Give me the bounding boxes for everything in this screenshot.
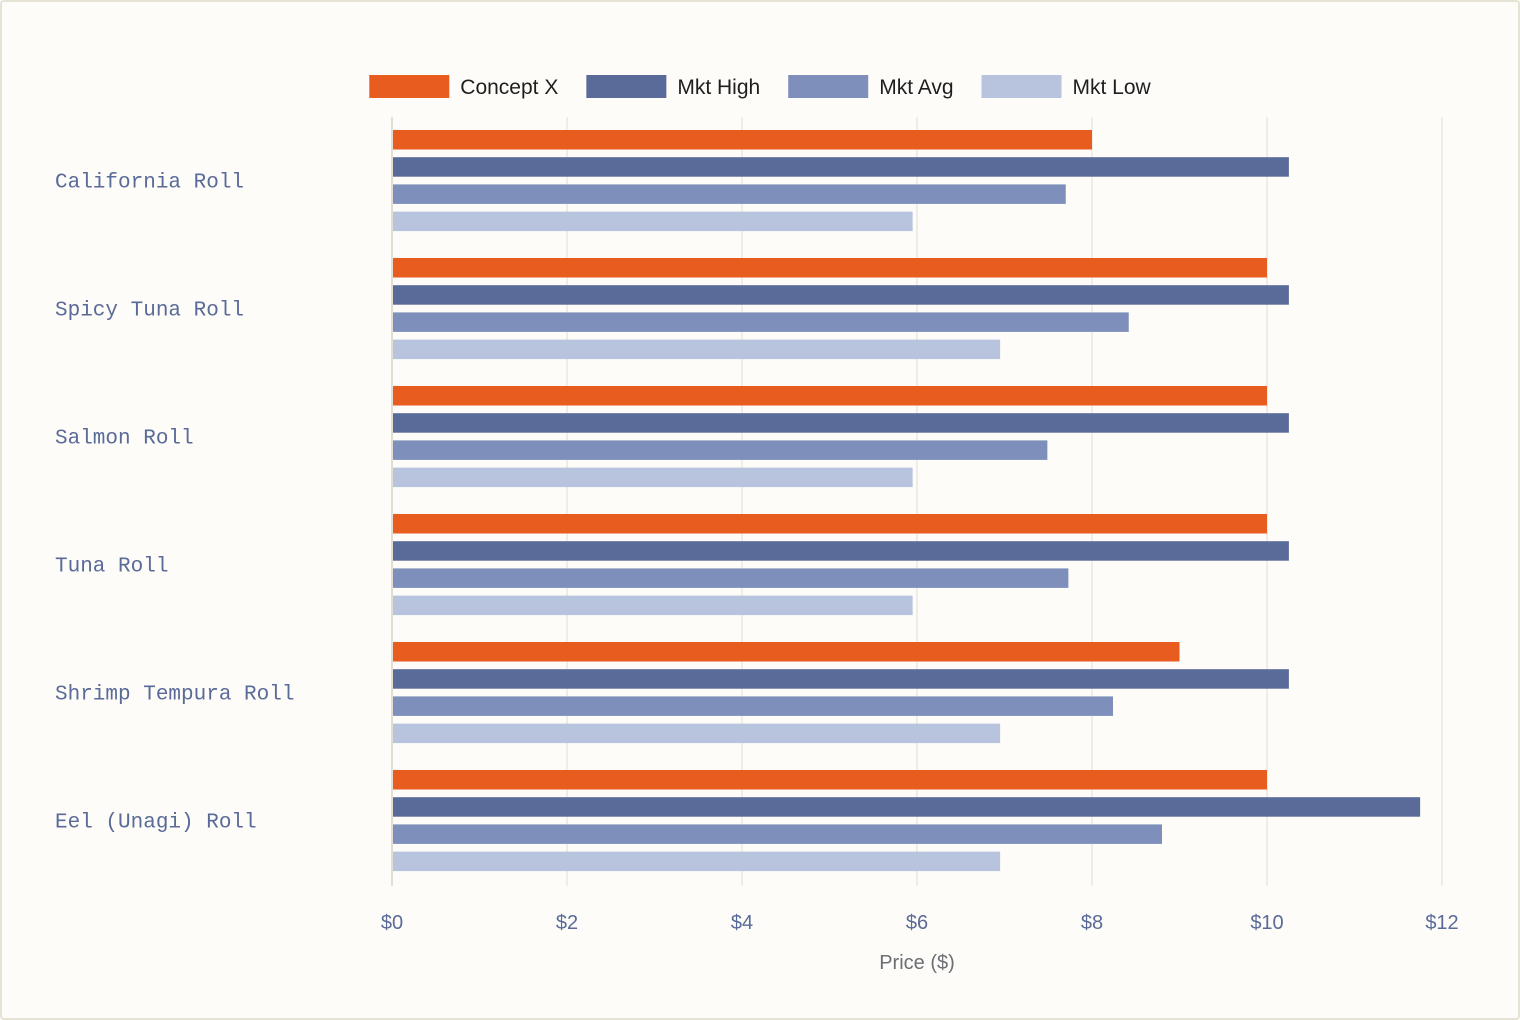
bar: [393, 770, 1267, 790]
bar: [393, 824, 1162, 844]
x-axis: $0 $2 $4 $6 $8 $10 $12: [381, 912, 1459, 934]
x-tick-label: $0: [381, 912, 403, 934]
category-label: Spicy Tuna Roll: [55, 300, 244, 323]
bar: [393, 285, 1289, 305]
bars: [393, 130, 1421, 872]
bar: [393, 514, 1267, 534]
legend-swatch: [788, 75, 869, 98]
bar: [393, 339, 1001, 360]
legend-swatch: [981, 75, 1062, 98]
bar: [393, 723, 1001, 744]
x-tick-label: $12: [1425, 912, 1458, 934]
bar: [393, 413, 1289, 433]
legend-item: Concept X: [369, 75, 558, 99]
bar: [393, 696, 1113, 716]
bar: [393, 211, 913, 232]
bar: [393, 440, 1048, 460]
legend-item: Mkt Avg: [788, 75, 954, 99]
x-axis-title: Price ($): [879, 952, 955, 974]
category-label: Eel (Unagi) Roll: [55, 812, 257, 835]
bar: [393, 130, 1092, 150]
bar: [393, 669, 1289, 689]
legend: Concept X Mkt High Mkt Avg Mkt Low: [369, 75, 1152, 99]
legend-label: Mkt Low: [1073, 76, 1152, 99]
bar: [393, 258, 1267, 278]
legend-item: Mkt Low: [981, 75, 1152, 99]
legend-label: Concept X: [460, 76, 558, 99]
legend-swatch: [586, 75, 667, 98]
x-tick-label: $2: [556, 912, 578, 934]
legend-item: Mkt High: [586, 75, 760, 99]
legend-label: Mkt Avg: [879, 76, 953, 99]
bar: [393, 157, 1289, 177]
bar: [393, 312, 1129, 332]
x-tick-label: $6: [906, 912, 928, 934]
bar: [393, 568, 1069, 588]
grid-lines: [391, 117, 1443, 886]
bar: [393, 642, 1180, 662]
category-label: Shrimp Tempura Roll: [55, 684, 294, 707]
category-label: Tuna Roll: [55, 556, 168, 579]
bar: [393, 184, 1066, 204]
x-tick-label: $4: [731, 912, 753, 934]
x-tick-label: $10: [1250, 912, 1283, 934]
bar: [393, 541, 1289, 561]
category-label: Salmon Roll: [55, 428, 194, 451]
bar: [393, 851, 1001, 872]
bar: [393, 797, 1421, 817]
legend-swatch: [369, 75, 450, 98]
bar: [393, 386, 1267, 406]
category-label: California Roll: [55, 172, 244, 195]
legend-label: Mkt High: [677, 76, 760, 99]
bar: [393, 595, 913, 616]
bar: [393, 467, 913, 488]
x-tick-label: $8: [1081, 912, 1103, 934]
category-labels: California Roll Spicy Tuna Roll Salmon Rol…: [55, 172, 294, 835]
